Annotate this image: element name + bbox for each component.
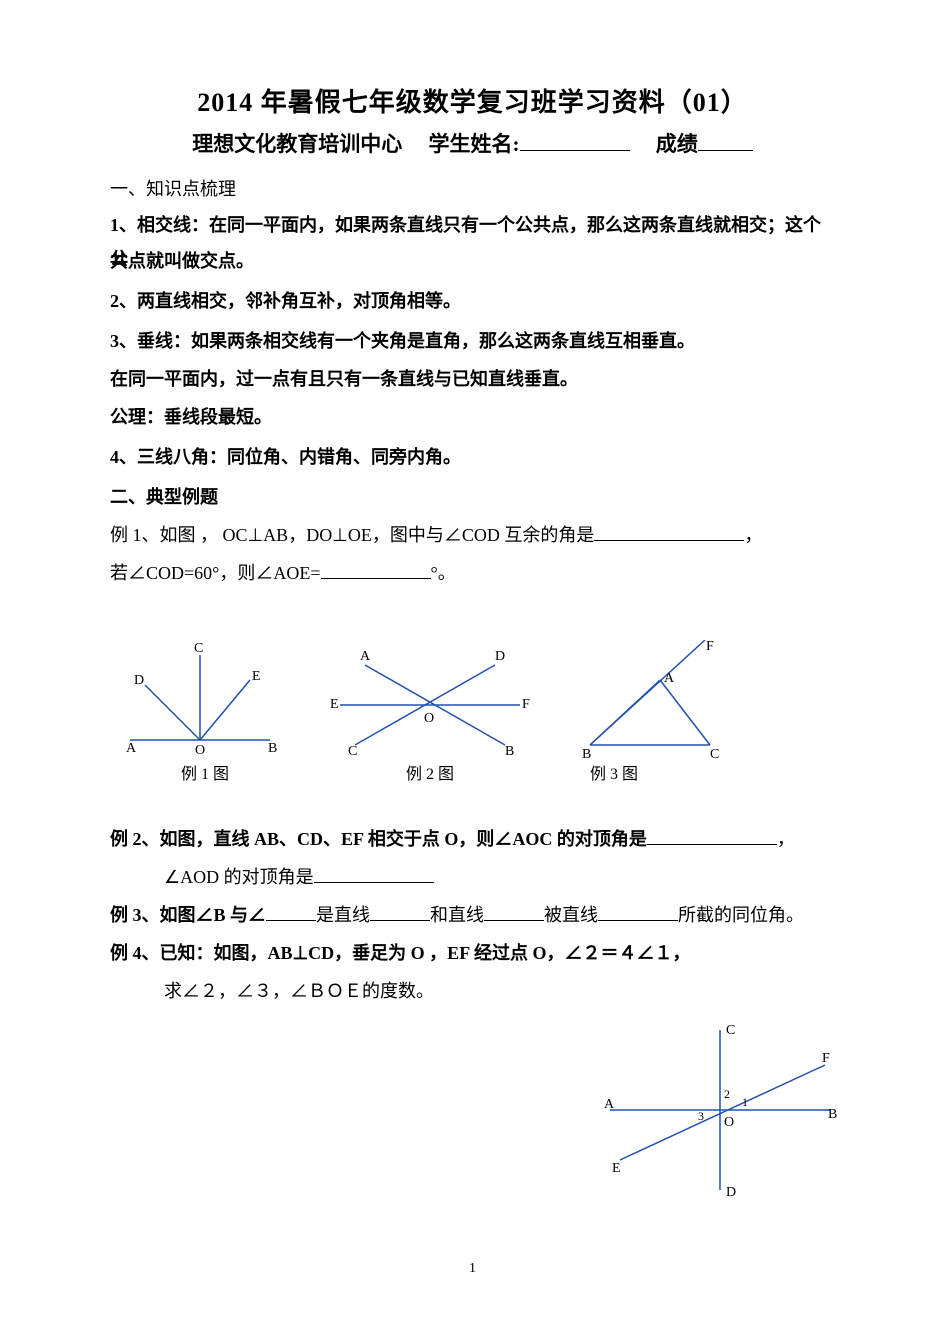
figure-3-svg: A B C F A B	[560, 640, 760, 760]
org-name: 理想文化教育培训中心	[192, 132, 402, 156]
ex1b-pre: 若∠COD=60°，则∠AOE=	[110, 563, 321, 583]
fig4-label-C: C	[726, 1023, 735, 1038]
p4-line: 4、三线八角：同位角、内错角、同旁内角。	[110, 440, 835, 474]
ex1b-blank	[321, 561, 431, 579]
ex3-line: 例 3、如图∠B 与∠ 是直线 和直线 被直线 所截的同位角。	[110, 898, 835, 932]
figure-1: A B C D E O 例 1 图	[110, 640, 300, 784]
ex2-line-a: 例 2、如图，直线 AB、CD、EF 相交于点 O，则∠AOC 的对顶角是 ，	[110, 822, 835, 856]
ex2-line-b: ∠AOD 的对顶角是	[110, 860, 835, 894]
subtitle-row: 理想文化教育培训中心 学生姓名: 成绩	[0, 128, 945, 158]
fig4-label-D: D	[726, 1185, 736, 1200]
fig2-label-A: A	[360, 649, 371, 664]
ex1b-suf: °。	[431, 563, 456, 583]
ex1a-suf: ，	[744, 525, 762, 545]
fig2-label-O: O	[424, 711, 434, 726]
fig3-label-B2: B	[582, 747, 591, 760]
figure-4: A B C D E F O 1 2 3	[600, 1020, 840, 1200]
page-title: 2014 年暑假七年级数学复习班学习资料（01）	[0, 82, 945, 119]
fig4-label-A: A	[604, 1097, 615, 1112]
fig1-label-B: B	[268, 741, 277, 756]
p2-line: 2、两直线相交，邻补角互补，对顶角相等。	[110, 284, 835, 318]
page-number: 1	[0, 1261, 945, 1277]
fig4-angle-2: 2	[724, 1087, 730, 1101]
fig2-label-D: D	[495, 649, 505, 664]
ex3-blank-2	[370, 903, 430, 921]
ex2a-blank	[647, 827, 777, 845]
score-label: 成绩	[656, 132, 698, 156]
student-name-label: 学生姓名:	[429, 132, 520, 156]
ex4a-text: 例 4、已知：如图，AB⊥CD，垂足为 O ，EF 经过点 O，∠２＝４∠１，	[110, 943, 691, 963]
fig2-label-C: C	[348, 744, 357, 759]
fig3-label-F2: F	[706, 640, 714, 654]
ex3-pre: 例 3、如图∠B 与∠	[110, 905, 266, 925]
fig4-angle-3: 3	[698, 1109, 704, 1123]
score-blank	[698, 129, 753, 151]
fig4-angle-1: 1	[742, 1095, 748, 1109]
fig1-label-O: O	[195, 743, 205, 758]
figures-row: A B C D E O 例 1 图	[110, 640, 840, 810]
ex1-line-a: 例 1、如图 ， OC⊥AB，DO⊥OE，图中与∠COD 互余的角是 ，	[110, 518, 835, 552]
ex3-mid2: 和直线	[430, 905, 484, 925]
ex2a-pre: 例 2、如图，直线 AB、CD、EF 相交于点 O，则∠AOC 的对顶角是	[110, 829, 647, 849]
fig1-label-D: D	[134, 673, 144, 688]
ex2b-pre: ∠AOD 的对顶角是	[164, 867, 314, 887]
p1-line-b: 共点就叫做交点。	[110, 244, 835, 278]
ex1-line-b: 若∠COD=60°，则∠AOE= °。	[110, 556, 835, 590]
section-2-heading: 二、典型例题	[110, 480, 835, 514]
ex2a-suf: ，	[777, 829, 795, 849]
ex3-blank-4	[598, 903, 678, 921]
figure-1-caption: 例 1 图	[110, 760, 300, 784]
figure-2-caption: 例 2 图	[320, 760, 540, 784]
ex1a-blank	[594, 523, 744, 541]
p3-line-b: 在同一平面内，过一点有且只有一条直线与已知直线垂直。	[110, 362, 835, 396]
ex3-mid3: 被直线	[544, 905, 598, 925]
ex3-blank-3	[484, 903, 544, 921]
ex4-line-b: 求∠２，∠３，∠ＢＯＥ的度数。	[110, 974, 835, 1008]
figure-2-svg: A B C D E F O	[320, 640, 540, 760]
figure-1-svg: A B C D E O	[110, 640, 300, 760]
fig2-label-E: E	[330, 697, 339, 712]
page: 2014 年暑假七年级数学复习班学习资料（01） 理想文化教育培训中心 学生姓名…	[0, 0, 945, 1337]
fig3-label-A2: A	[664, 671, 675, 686]
p3-line-c: 公理：垂线段最短。	[110, 400, 835, 434]
figure-2: A B C D E F O 例 2 图	[320, 640, 540, 784]
ex3-suf: 所截的同位角。	[678, 905, 804, 925]
student-name-blank	[520, 129, 630, 151]
fig1-label-A: A	[126, 741, 137, 756]
fig1-label-C: C	[194, 641, 203, 656]
fig2-label-B: B	[505, 744, 514, 759]
figure-4-svg: A B C D E F O 1 2 3	[600, 1020, 840, 1200]
p3-line-a: 3、垂线：如果两条相交线有一个夹角是直角，那么这两条直线互相垂直。	[110, 324, 835, 358]
fig4-label-E: E	[612, 1161, 621, 1176]
fig4-label-O: O	[724, 1115, 734, 1130]
fig1-label-E: E	[252, 669, 261, 684]
section-1-heading: 一、知识点梳理	[110, 172, 835, 206]
ex1a-pre: 例 1、如图 ， OC⊥AB，DO⊥OE，图中与∠COD 互余的角是	[110, 525, 594, 545]
fig2-label-F: F	[522, 697, 530, 712]
ex3-mid1: 是直线	[316, 905, 370, 925]
fig4-label-F: F	[822, 1051, 830, 1066]
fig3-label-C2: C	[710, 747, 719, 760]
ex2b-blank	[314, 865, 434, 883]
ex4-line-a: 例 4、已知：如图，AB⊥CD，垂足为 O ，EF 经过点 O，∠２＝４∠１，	[110, 936, 835, 970]
figure-3-caption: 例 3 图	[560, 760, 760, 784]
figure-3: A B C F A B	[560, 640, 760, 784]
fig4-label-B: B	[828, 1107, 837, 1122]
ex3-blank-1	[266, 903, 316, 921]
